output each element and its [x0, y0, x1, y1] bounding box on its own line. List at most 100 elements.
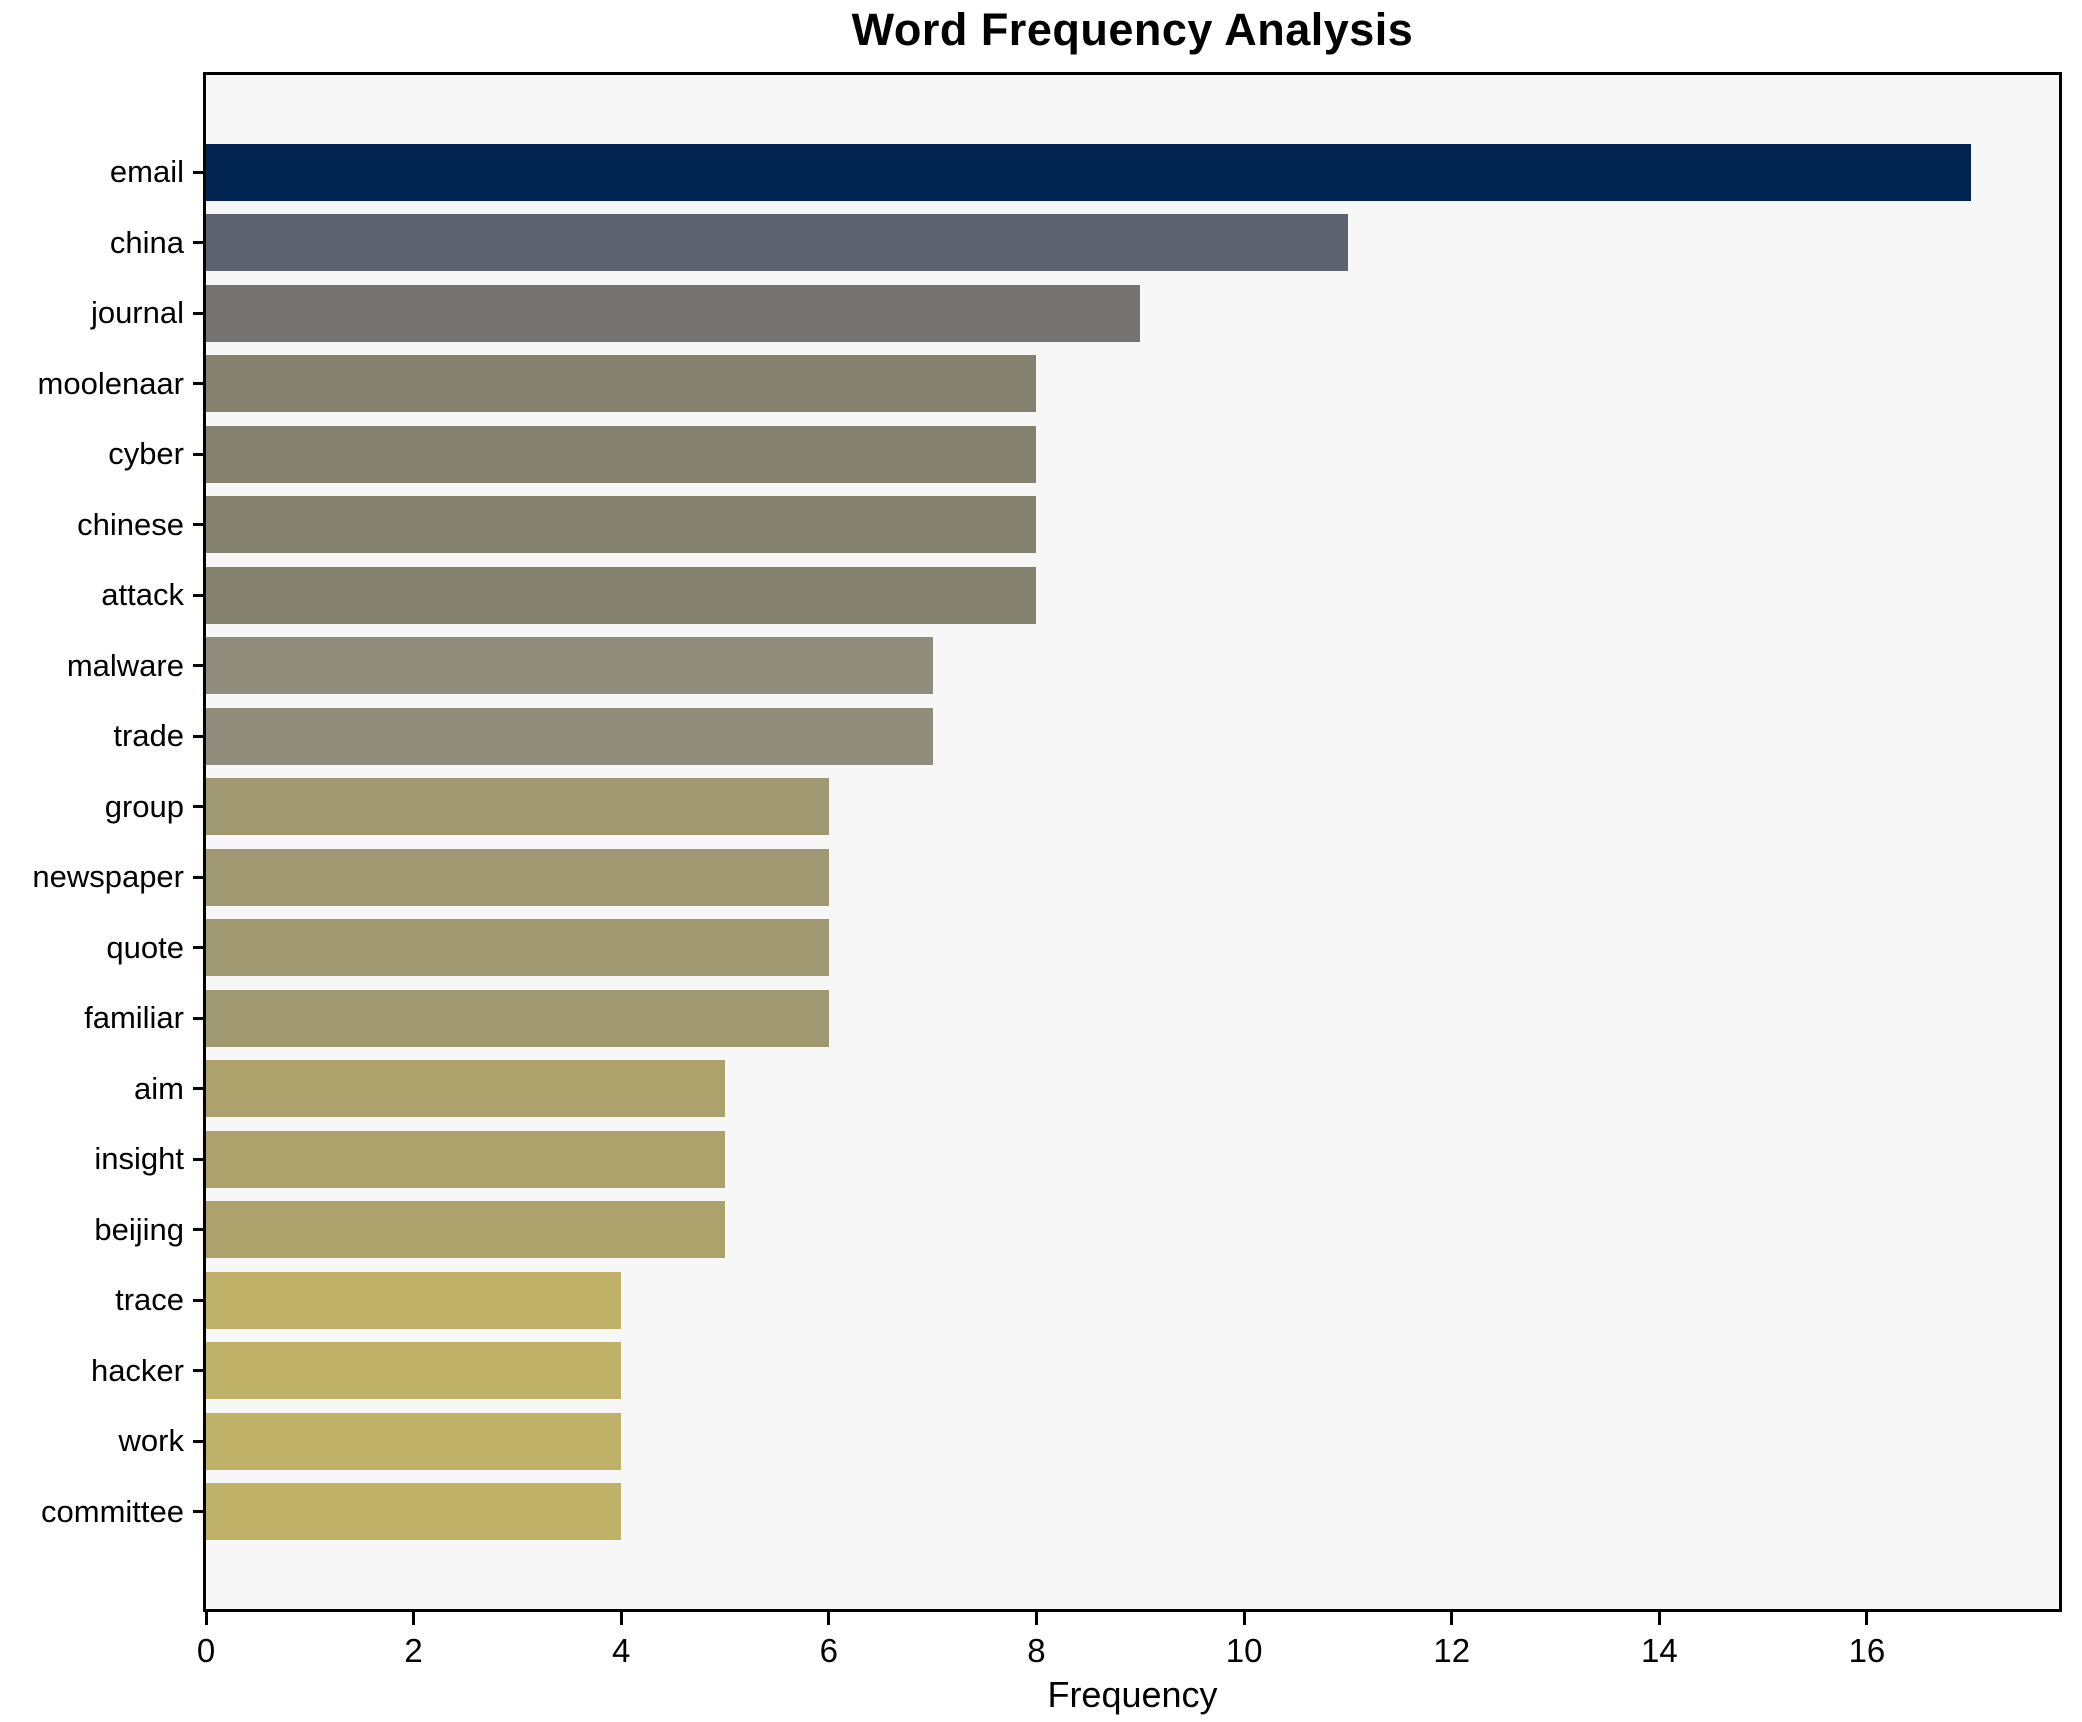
bar-aim — [206, 1060, 726, 1118]
x-tick-label-10: 10 — [1225, 1632, 1263, 1669]
bar-insight — [206, 1130, 726, 1188]
y-tick-mark-email — [193, 170, 203, 174]
y-label-row-malware: malware — [67, 631, 203, 702]
y-label-quote: quote — [106, 929, 184, 965]
bar-row-committee — [206, 1483, 2059, 1541]
x-tick-mark-12 — [1450, 1612, 1454, 1625]
y-label-row-group: group — [105, 772, 203, 843]
y-label-moolenaar: moolenaar — [37, 365, 184, 401]
y-label-row-quote: quote — [106, 913, 203, 984]
bar-attack — [206, 566, 1037, 624]
y-tick-mark-committee — [193, 1510, 203, 1514]
y-label-beijing: beijing — [94, 1211, 184, 1247]
y-label-row-china: china — [110, 208, 203, 279]
bar-row-journal — [206, 284, 2059, 342]
x-tick-label-0: 0 — [196, 1632, 216, 1669]
bar-newspaper — [206, 848, 829, 906]
bar-hacker — [206, 1342, 622, 1400]
x-tick-label-8: 8 — [1027, 1632, 1046, 1669]
x-tick-label-2: 2 — [404, 1632, 423, 1669]
y-label-row-committee: committee — [41, 1477, 203, 1548]
y-label-work: work — [118, 1423, 184, 1459]
bar-malware — [206, 637, 933, 695]
bar-row-quote — [206, 919, 2059, 977]
y-tick-mark-cyber — [193, 452, 203, 456]
y-label-row-insight: insight — [94, 1124, 203, 1195]
y-tick-mark-quote — [193, 946, 203, 950]
plot-area — [203, 72, 2062, 1612]
y-label-hacker: hacker — [90, 1352, 184, 1388]
bar-row-malware — [206, 637, 2059, 695]
bar-row-insight — [206, 1130, 2059, 1188]
x-tick-mark-6 — [827, 1612, 831, 1625]
x-tick-mark-2 — [412, 1612, 416, 1625]
y-label-row-email: email — [110, 137, 203, 208]
x-tick-label-12: 12 — [1433, 1632, 1471, 1669]
x-axis-ticks: 0 2 4 6 8 10 12 14 16 — [197, 1612, 2062, 1692]
y-label-trace: trace — [115, 1282, 184, 1318]
y-label-row-moolenaar: moolenaar — [38, 349, 203, 420]
bar-chinese — [206, 496, 1037, 554]
x-tick-mark-14 — [1657, 1612, 1661, 1625]
bar-row-trade — [206, 707, 2059, 765]
bar-row-beijing — [206, 1201, 2059, 1259]
y-tick-mark-trace — [193, 1298, 203, 1302]
bar-trade — [206, 707, 933, 765]
bar-row-newspaper — [206, 848, 2059, 906]
y-tick-mark-beijing — [193, 1228, 203, 1232]
y-label-row-familiar: familiar — [84, 983, 203, 1054]
x-tick-label-6: 6 — [819, 1632, 839, 1669]
bar-moolenaar — [206, 355, 1037, 413]
x-axis-title: Frequency — [1047, 1674, 1218, 1715]
x-tick-label-4: 4 — [612, 1632, 631, 1669]
y-label-row-newspaper: newspaper — [32, 842, 203, 913]
y-label-email: email — [109, 154, 184, 190]
bar-row-email — [206, 143, 2059, 201]
y-label-chinese: chinese — [77, 506, 184, 542]
y-label-row-work: work — [119, 1406, 203, 1477]
y-tick-mark-trade — [193, 734, 203, 738]
y-label-row-cyber: cyber — [108, 419, 203, 490]
bar-row-group — [206, 778, 2059, 836]
bar-row-cyber — [206, 425, 2059, 483]
bar-row-moolenaar — [206, 355, 2059, 413]
y-tick-mark-moolenaar — [193, 382, 203, 386]
bar-row-attack — [206, 566, 2059, 624]
x-tick-mark-16 — [1865, 1612, 1869, 1625]
x-tick-mark-10 — [1242, 1612, 1246, 1625]
bar-beijing — [206, 1201, 726, 1259]
y-label-group: group — [104, 788, 184, 824]
y-label-row-hacker: hacker — [91, 1336, 203, 1407]
bar-work — [206, 1412, 622, 1470]
y-label-familiar: familiar — [84, 1000, 184, 1036]
y-label-row-beijing: beijing — [94, 1195, 203, 1266]
y-tick-mark-work — [193, 1439, 203, 1443]
bar-china — [206, 214, 1348, 272]
y-tick-mark-familiar — [193, 1016, 203, 1020]
y-tick-mark-china — [193, 241, 203, 245]
y-tick-mark-aim — [193, 1087, 203, 1091]
y-label-row-attack: attack — [101, 560, 203, 631]
y-tick-mark-chinese — [193, 523, 203, 527]
bar-group — [206, 778, 829, 836]
bar-row-hacker — [206, 1342, 2059, 1400]
y-tick-mark-malware — [193, 664, 203, 668]
y-label-malware: malware — [66, 647, 184, 683]
bar-journal — [206, 284, 1141, 342]
bar-familiar — [206, 989, 829, 1047]
bar-row-work — [206, 1412, 2059, 1470]
x-tick-label-14: 14 — [1640, 1632, 1678, 1669]
x-tick-mark-8 — [1034, 1612, 1038, 1625]
y-axis-labels: email china journal moolenaar cyber chinese at… — [0, 72, 203, 1612]
y-tick-mark-insight — [193, 1157, 203, 1161]
y-label-insight: insight — [94, 1141, 184, 1177]
y-label-aim: aim — [134, 1070, 184, 1106]
y-label-row-chinese: chinese — [77, 490, 203, 561]
y-label-attack: attack — [101, 577, 184, 613]
y-label-row-journal: journal — [91, 278, 203, 349]
bar-committee — [206, 1483, 622, 1541]
bar-trace — [206, 1271, 622, 1329]
y-label-journal: journal — [90, 295, 184, 331]
y-tick-mark-newspaper — [193, 875, 203, 879]
